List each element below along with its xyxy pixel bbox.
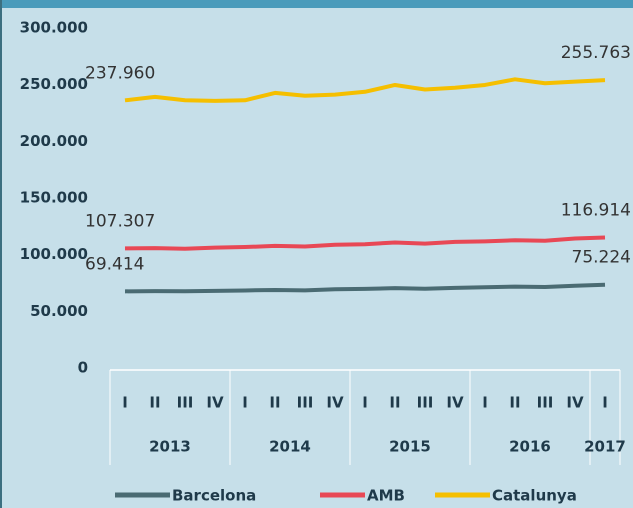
legend-label: Catalunya xyxy=(492,487,577,505)
x-tick-label: I xyxy=(482,394,488,412)
y-tick-label: 150.000 xyxy=(20,189,88,207)
left-border xyxy=(0,0,2,508)
data-label: 75.224 xyxy=(572,248,631,268)
x-tick-label: III xyxy=(417,394,434,412)
series-line xyxy=(124,235,606,251)
y-tick-label: 50.000 xyxy=(30,302,88,320)
x-tick-label: I xyxy=(242,394,248,412)
y-tick-label: 300.000 xyxy=(20,19,88,37)
x-tick-label: IV xyxy=(446,394,464,412)
x-group-label: 2016 xyxy=(509,438,551,456)
y-tick-label: 100.000 xyxy=(20,245,88,263)
series-line xyxy=(124,282,606,294)
x-group-label: 2017 xyxy=(584,438,626,456)
top-bar xyxy=(0,0,633,8)
x-tick-label: II xyxy=(389,394,400,412)
x-tick-label: I xyxy=(602,394,608,412)
data-label: 237.960 xyxy=(85,63,155,83)
data-label: 116.914 xyxy=(561,200,631,220)
x-tick-label: II xyxy=(509,394,520,412)
x-group-label: 2014 xyxy=(269,438,311,456)
y-tick-label: 250.000 xyxy=(20,75,88,93)
data-label: 69.414 xyxy=(85,254,144,274)
legend-label: Barcelona xyxy=(172,487,256,505)
x-tick-label: I xyxy=(362,394,368,412)
x-tick-label: IV xyxy=(326,394,344,412)
x-tick-label: II xyxy=(269,394,280,412)
x-group-label: 2015 xyxy=(389,438,431,456)
x-tick-label: III xyxy=(537,394,554,412)
data-label: 255.763 xyxy=(561,43,631,63)
x-tick-label: I xyxy=(122,394,128,412)
series-line xyxy=(124,77,606,103)
legend-label: AMB xyxy=(367,487,405,505)
x-tick-label: IV xyxy=(206,394,224,412)
x-tick-label: II xyxy=(149,394,160,412)
x-tick-label: III xyxy=(177,394,194,412)
x-group-label: 2013 xyxy=(149,438,191,456)
x-tick-label: III xyxy=(297,394,314,412)
y-tick-label: 0 xyxy=(78,359,88,377)
y-tick-label: 200.000 xyxy=(20,132,88,150)
data-label: 107.307 xyxy=(85,211,155,231)
x-tick-label: IV xyxy=(566,394,584,412)
